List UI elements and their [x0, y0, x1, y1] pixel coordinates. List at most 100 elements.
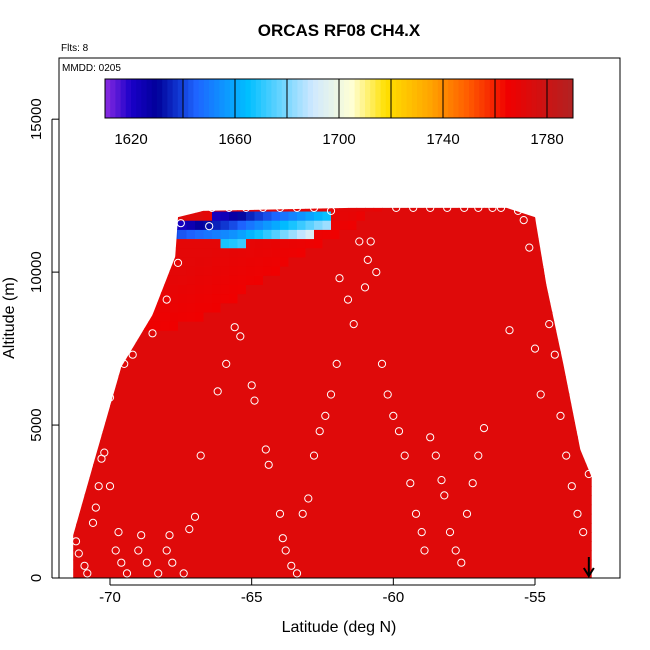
- x-tick-label: -55: [524, 589, 546, 606]
- field-cell: [161, 284, 171, 295]
- field-cell: [297, 256, 307, 267]
- colorbar-segment: [521, 79, 527, 118]
- field-cell: [475, 495, 485, 506]
- observation-point: [292, 569, 302, 578]
- field-cell: [84, 477, 94, 487]
- field-cell: [254, 403, 264, 414]
- field-cell: [535, 193, 544, 203]
- field-cell: [305, 357, 315, 368]
- field-cell: [84, 440, 94, 451]
- colorbar: 1620 1660 1700 1740 1780: [104, 78, 574, 148]
- field-cell: [407, 449, 417, 460]
- field-cell: [280, 422, 290, 432]
- field-cell: [169, 486, 179, 497]
- field-cell: [144, 193, 153, 203]
- observation-point: [264, 460, 273, 469]
- field-cell: [492, 247, 502, 258]
- field-cell: [433, 467, 443, 478]
- field-cell: [314, 431, 324, 441]
- field-cell: [552, 376, 562, 386]
- field-cell: [595, 303, 604, 313]
- observation-point: [505, 326, 514, 335]
- colorbar-segment: [365, 79, 371, 118]
- field-cell: [178, 550, 188, 561]
- field-cell: [101, 504, 111, 515]
- field-cell: [229, 275, 239, 285]
- field-cell: [135, 513, 145, 524]
- field-cell: [560, 541, 570, 552]
- field-cell: [280, 311, 290, 322]
- field-cell: [169, 495, 179, 506]
- field-cell: [271, 458, 281, 469]
- observation-point: [71, 537, 81, 546]
- field-cell: [178, 495, 188, 506]
- field-cell: [152, 275, 162, 285]
- field-cell: [76, 440, 86, 451]
- field-cell: [322, 385, 332, 396]
- field-cell: [441, 486, 451, 497]
- field-cell: [391, 193, 400, 203]
- field-cell: [297, 403, 307, 414]
- observation-point: [496, 203, 506, 212]
- field-cell: [595, 229, 604, 239]
- field-cell: [220, 412, 230, 423]
- field-cell: [475, 284, 485, 295]
- field-cell: [526, 321, 536, 331]
- field-cell: [569, 385, 579, 396]
- colorbar-segment: [536, 79, 543, 118]
- field-cell: [492, 302, 502, 313]
- field-cell: [399, 513, 409, 524]
- field-cell: [373, 458, 383, 469]
- field-cell: [526, 467, 536, 478]
- colorbar-tick-label: 1660: [218, 131, 251, 148]
- observation-point: [168, 558, 177, 567]
- field-cell: [407, 238, 417, 249]
- field-cell: [450, 394, 460, 405]
- field-cell: [382, 302, 392, 313]
- field-cell: [237, 467, 247, 478]
- field-cell: [305, 366, 315, 377]
- field-cell: [518, 247, 528, 258]
- field-cell: [612, 541, 621, 551]
- field-cell: [305, 550, 315, 561]
- field-cell: [560, 559, 570, 570]
- field-cell: [339, 339, 349, 350]
- colorbar-segment: [469, 79, 475, 118]
- field-cell: [263, 193, 272, 203]
- field-cell: [73, 284, 77, 295]
- field-cell: [543, 207, 553, 212]
- colorbar-segment: [313, 79, 319, 118]
- field-cell: [93, 458, 103, 469]
- chart-title: ORCAS RF08 CH4.X: [258, 21, 421, 40]
- field-cell: [382, 477, 392, 487]
- field-cell: [450, 266, 460, 276]
- field-cell: [314, 495, 324, 506]
- colorbar-segment: [188, 79, 194, 118]
- field-cell: [212, 422, 222, 432]
- field-cell: [59, 560, 68, 570]
- field-cell: [186, 256, 196, 267]
- field-cell: [595, 385, 604, 395]
- field-cell: [595, 404, 604, 414]
- field-cell: [526, 541, 536, 552]
- field-cell: [135, 247, 145, 258]
- field-cell: [535, 422, 545, 432]
- field-cell: [186, 366, 196, 377]
- field-cell: [127, 238, 137, 249]
- field-cell: [595, 275, 604, 285]
- field-cell: [127, 330, 137, 341]
- field-cell: [373, 504, 383, 515]
- field-cell: [76, 504, 86, 515]
- field-cell: [161, 385, 171, 396]
- field-cell: [246, 366, 256, 377]
- field-cell: [603, 220, 612, 230]
- field-cell: [186, 247, 196, 258]
- field-cell: [271, 568, 281, 578]
- field-cell: [186, 559, 196, 570]
- field-cell: [161, 311, 171, 322]
- observation-point: [258, 203, 268, 212]
- field-cell: [339, 532, 349, 542]
- field-cell: [59, 505, 68, 515]
- field-cell: [76, 293, 86, 304]
